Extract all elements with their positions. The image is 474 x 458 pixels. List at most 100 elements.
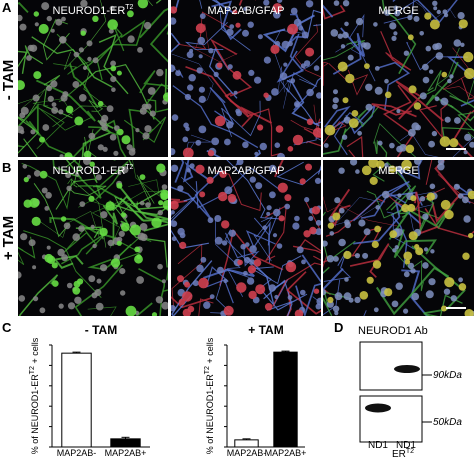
image-label: MAP2AB/GFAP	[207, 165, 284, 177]
fiber	[279, 72, 317, 93]
nucleus	[60, 94, 68, 102]
nucleus	[391, 35, 397, 42]
fiber	[388, 245, 424, 292]
cell	[312, 127, 321, 138]
cell	[464, 309, 474, 316]
image-label: MERGE	[378, 165, 418, 177]
nucleus	[266, 205, 272, 211]
bar-chart: + TAM % of NEUROD1-ERT2 + cells MAP2AB-MAP…	[204, 323, 306, 458]
nucleus	[224, 186, 233, 195]
cell	[88, 195, 95, 202]
x-tick-label: MAP2AB-	[57, 448, 97, 458]
nucleus	[188, 74, 196, 82]
cell	[467, 190, 474, 200]
cell	[401, 204, 410, 213]
fiber	[96, 24, 125, 81]
nucleus	[120, 290, 126, 296]
fiber	[246, 108, 282, 157]
nucleus	[247, 21, 254, 28]
nucleus	[263, 0, 270, 6]
cell	[129, 224, 141, 236]
fiber	[295, 254, 321, 316]
fiber	[292, 239, 321, 254]
band	[365, 403, 391, 413]
cell	[264, 303, 273, 311]
nucleus	[95, 174, 102, 181]
nucleus	[66, 185, 72, 191]
cell	[218, 191, 228, 202]
nucleus	[255, 182, 263, 190]
cell	[359, 291, 369, 300]
nucleus	[377, 140, 383, 146]
fiber	[23, 230, 102, 299]
fiber	[323, 291, 352, 316]
cell	[31, 216, 41, 226]
nucleus	[182, 136, 189, 143]
nucleus	[78, 47, 84, 53]
cell	[110, 258, 121, 268]
fiber	[313, 104, 321, 132]
nucleus	[407, 14, 413, 21]
nucleus	[315, 228, 321, 236]
nucleus	[453, 183, 460, 190]
nucleus	[65, 172, 71, 179]
fiber	[171, 243, 203, 310]
fiber	[18, 2, 29, 14]
cell	[182, 147, 194, 157]
nucleus	[458, 277, 463, 283]
lane-label: ND1	[368, 440, 388, 451]
nucleus	[340, 44, 346, 49]
fiber	[424, 207, 474, 238]
nucleus	[305, 0, 314, 8]
fiber	[414, 191, 439, 235]
nucleus	[423, 247, 429, 252]
cell	[33, 11, 39, 17]
image-label-text: NEUROD1-ER	[53, 165, 126, 177]
fiber	[323, 128, 347, 155]
nucleus	[97, 144, 104, 151]
nucleus	[217, 266, 224, 274]
nucleus	[107, 239, 115, 247]
cell	[403, 251, 413, 261]
bar	[273, 351, 298, 448]
nucleus	[313, 65, 320, 71]
nucleus	[156, 68, 164, 77]
cell	[275, 125, 284, 133]
fiber	[83, 19, 146, 70]
nucleus	[171, 220, 178, 227]
nucleus	[207, 217, 214, 224]
superscript: T2	[29, 366, 36, 374]
micrograph-content: MERGE	[323, 160, 474, 316]
cell	[223, 305, 234, 316]
cell	[171, 6, 178, 14]
cell	[404, 259, 411, 265]
nucleus	[290, 78, 296, 84]
cell	[305, 47, 315, 57]
nucleus	[334, 292, 343, 301]
nucleus	[414, 160, 421, 165]
cell	[60, 216, 67, 222]
nucleus	[350, 160, 358, 166]
cell	[468, 232, 474, 239]
cell	[65, 105, 74, 114]
nucleus	[233, 90, 238, 95]
nucleus	[361, 42, 367, 48]
nucleus	[462, 196, 469, 204]
fiber	[400, 132, 474, 157]
nucleus	[396, 145, 403, 153]
cell	[74, 116, 84, 126]
nucleus	[296, 246, 304, 254]
micrograph: MERGE	[323, 0, 474, 157]
nucleus	[411, 292, 420, 301]
fiber	[98, 33, 129, 95]
fiber	[88, 99, 109, 127]
nucleus	[354, 253, 360, 259]
nucleus	[137, 232, 146, 241]
cell	[134, 254, 143, 264]
cell	[444, 209, 454, 220]
nucleus	[245, 242, 250, 247]
nucleus	[135, 128, 140, 133]
cell	[257, 124, 264, 131]
cell	[277, 182, 288, 193]
